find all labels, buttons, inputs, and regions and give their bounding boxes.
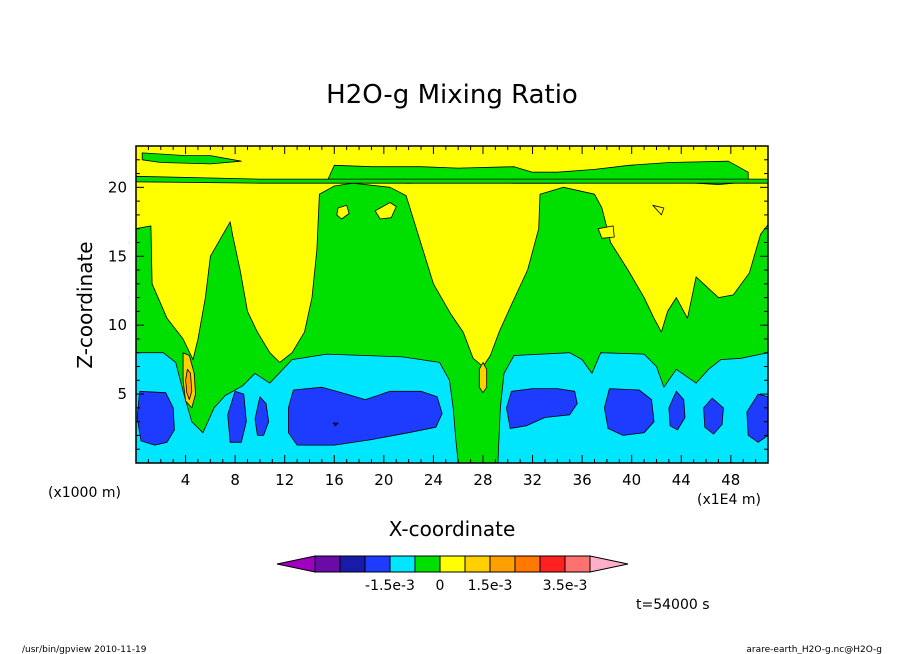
- colorbar-segment: [389, 555, 416, 573]
- colorbar-segment: [489, 555, 516, 573]
- contour-region: [506, 388, 578, 429]
- x-unit-label: (x1E4 m): [697, 492, 761, 508]
- colorbar-labels: -1.5e-3 0 1.5e-3 3.5e-3: [365, 578, 587, 594]
- contour-region: [597, 225, 615, 239]
- y-tick-labels: 5 10 15 20: [108, 178, 127, 403]
- contour-region: [136, 390, 175, 446]
- colorbar-segment: [339, 555, 366, 573]
- footer-left: /usr/bin/gpview 2010-11-19: [22, 645, 147, 654]
- colorbar-segment: [464, 555, 491, 573]
- contour-region: [703, 397, 724, 435]
- contour-region: [478, 361, 488, 394]
- y-tick-label: 20: [108, 178, 127, 196]
- colorbar-segment: [564, 555, 591, 573]
- y-tick-label: 10: [108, 316, 127, 334]
- contour-region: [227, 390, 247, 443]
- y-tick-label: 15: [108, 247, 127, 265]
- x-tick-label: 4: [181, 471, 191, 489]
- footer-right: arare-earth_H2O-g.nc@H2O-g: [746, 645, 882, 654]
- x-tick-label: 24: [424, 471, 443, 489]
- contour-region: [332, 422, 339, 427]
- colorbar-label: 1.5e-3: [468, 578, 513, 594]
- x-tick-label: 40: [622, 471, 641, 489]
- contour-region: [287, 386, 443, 446]
- contour-region: [668, 390, 686, 431]
- plot-area: [135, 145, 769, 464]
- x-tick-label: 8: [230, 471, 240, 489]
- contour-regions: [135, 152, 769, 464]
- colorbar-label: 3.5e-3: [543, 578, 588, 594]
- x-tick-labels: 4 8 12 16 20 24 28 32 36 40 44 48: [181, 471, 741, 489]
- x-tick-label: 44: [672, 471, 691, 489]
- x-tick-label: 28: [473, 471, 492, 489]
- plot-frame: [135, 145, 769, 464]
- colorbar: [276, 555, 629, 573]
- contour-region: [254, 396, 270, 436]
- colorbar-segment: [539, 555, 566, 573]
- colorbar-segment: [414, 555, 441, 573]
- x-tick-label: 20: [374, 471, 393, 489]
- x-tick-label: 32: [523, 471, 542, 489]
- x-tick-label: 48: [721, 471, 740, 489]
- contour-region: [141, 152, 242, 165]
- contour-region: [604, 388, 655, 436]
- colorbar-segment: [514, 555, 541, 573]
- colorbar-label: -1.5e-3: [365, 578, 415, 594]
- colorbar-end-high: [589, 555, 629, 573]
- colorbar-segment: [314, 555, 341, 573]
- y-axis-label: Z-coordinate: [73, 241, 97, 368]
- y-unit-label: (x1000 m): [48, 485, 121, 501]
- x-tick-label: 16: [325, 471, 344, 489]
- y-tick-label: 5: [117, 385, 127, 403]
- axis-ticks: [136, 146, 768, 463]
- colorbar-segment: [364, 555, 391, 573]
- contour-region: [185, 368, 193, 401]
- x-tick-label: 12: [275, 471, 294, 489]
- chart-title: H2O-g Mixing Ratio: [326, 80, 578, 110]
- time-label: t=54000 s: [636, 597, 710, 613]
- x-axis-label: X-coordinate: [389, 517, 516, 541]
- colorbar-segment: [439, 555, 466, 573]
- contour-region: [652, 204, 665, 216]
- contour-region: [336, 204, 350, 220]
- x-tick-label: 36: [573, 471, 592, 489]
- colorbar-end-low: [276, 555, 316, 573]
- contour-region: [374, 202, 397, 220]
- colorbar-label: 0: [436, 578, 445, 594]
